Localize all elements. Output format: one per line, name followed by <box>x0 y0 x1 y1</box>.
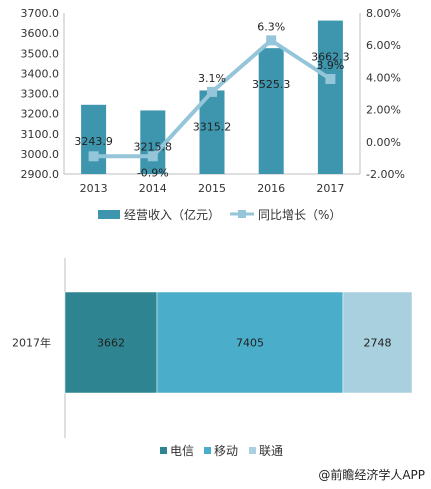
growth-point <box>147 151 158 162</box>
right-tick-label: 6.00% <box>366 39 401 52</box>
left-tick-label: 3300.0 <box>21 88 60 101</box>
share-segment <box>342 291 413 394</box>
left-tick-label: 3600.0 <box>21 27 60 40</box>
left-tick-label: 2900.0 <box>21 168 60 181</box>
right-tick-label: 2.00% <box>366 104 401 117</box>
growth-point <box>266 35 277 46</box>
x-tick-label: 2017 <box>316 182 344 195</box>
legend-label: 联通 <box>259 444 283 458</box>
left-tick-label: 3500.0 <box>21 47 60 60</box>
left-tick-label: 3700.0 <box>21 7 60 20</box>
share-segment <box>64 291 158 394</box>
category-label: 2017年 <box>12 336 51 350</box>
x-tick-label: 2013 <box>80 182 108 195</box>
revenue-data-label: 3215.8 <box>134 140 173 153</box>
legend-swatch <box>249 447 256 454</box>
right-tick-label: 4.00% <box>366 71 401 84</box>
revenue-data-label: 3662.3 <box>311 51 350 64</box>
source-credit: @前瞻经济学人APP <box>318 468 425 482</box>
left-tick-label: 3000.0 <box>21 148 60 161</box>
revenue-bar <box>317 20 343 174</box>
revenue-bar <box>140 110 166 174</box>
x-tick-label: 2014 <box>139 182 167 195</box>
right-tick-label: 8.00% <box>366 7 401 20</box>
x-tick-label: 2015 <box>198 182 226 195</box>
revenue-bar <box>258 48 284 175</box>
legend-label: 移动 <box>214 444 238 458</box>
legend-bar-label: 经营收入（亿元） <box>124 207 220 222</box>
legend-swatch <box>204 447 211 454</box>
share-data-label: 2748 <box>363 337 391 350</box>
share-data-label: 3662 <box>97 337 125 350</box>
legend-swatch <box>160 447 167 454</box>
right-tick-label: 0.00% <box>366 136 401 149</box>
growth-point <box>88 151 99 162</box>
revenue-data-label: 3525.3 <box>252 78 291 91</box>
growth-point <box>325 74 336 85</box>
revenue-bar <box>81 104 107 174</box>
x-tick-label: 2016 <box>257 182 285 195</box>
legend-bar-swatch <box>98 210 120 219</box>
growth-data-label: 6.3% <box>257 20 285 33</box>
legend-line-marker <box>238 210 246 218</box>
growth-point <box>207 86 217 97</box>
left-tick-label: 3100.0 <box>21 128 60 141</box>
left-tick-label: 3200.0 <box>21 108 60 121</box>
revenue-bar <box>199 90 225 174</box>
right-tick-label: -2.00% <box>366 168 405 181</box>
revenue-growth-chart: 2900.0 3000.0 3100.0 3200.0 3300.0 3400.0 3500… <box>21 7 405 222</box>
legend-label: 电信 <box>170 444 194 458</box>
growth-data-label: -0.9% <box>137 166 169 179</box>
growth-data-label: 3.9% <box>316 59 344 72</box>
revenue-data-label: 3315.2 <box>193 120 232 133</box>
revenue-data-label: 3243.9 <box>74 135 113 148</box>
growth-data-label: 3.1% <box>198 72 226 85</box>
operator-share-chart: 2017年 3662 7405 2748 电信 移动 联通 <box>12 258 413 458</box>
left-tick-label: 3400.0 <box>21 67 60 80</box>
legend-line-label: 同比增长（%） <box>258 208 341 222</box>
share-data-label: 7405 <box>236 337 264 350</box>
share-segment <box>156 291 344 394</box>
